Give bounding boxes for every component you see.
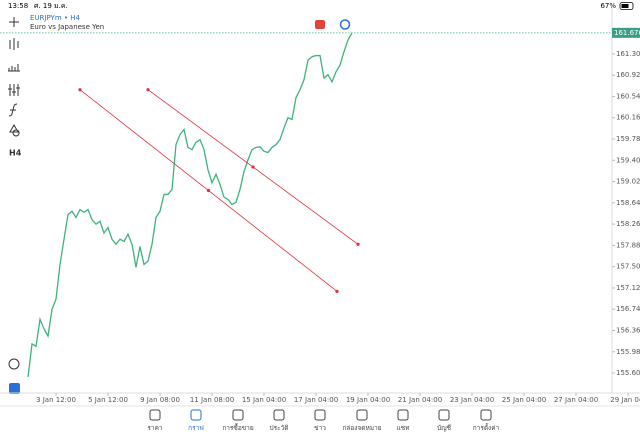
x-tick-label: 27 Jan 04:00 [554, 396, 598, 404]
status-time: 13:58 [8, 2, 28, 10]
symbol-description: Euro vs Japanese Yen [30, 23, 104, 31]
tab-icon[interactable] [149, 409, 161, 421]
price-line [27, 32, 353, 378]
tab-bar: ราคา กราฟ การซื้อขาย ประวัติ ข่าว กล่องจดหมาย… [147, 409, 500, 432]
timeframe[interactable]: H4 [9, 149, 22, 158]
tab-label[interactable]: กราฟ [188, 424, 204, 432]
y-tick-label: 160.540 [616, 92, 640, 100]
x-tick-label: 17 Jan 04:00 [294, 396, 338, 404]
y-tick-label: 159.400 [616, 156, 640, 164]
x-tick-label: 25 Jan 04:00 [502, 396, 546, 404]
y-tick-label: 159.780 [616, 135, 640, 143]
x-tick-label: 11 Jan 08:00 [190, 396, 234, 404]
status-battery: 67% [600, 2, 616, 10]
symbol-name[interactable]: EURJPYm • H4 [30, 14, 80, 22]
sell-button[interactable] [315, 20, 325, 29]
trendline-anchor[interactable] [78, 88, 82, 92]
trendline-handle[interactable] [206, 188, 211, 193]
y-tick-label: 155.600 [616, 369, 640, 377]
tab-label[interactable]: ประวัติ [270, 424, 289, 432]
tab-icon[interactable] [232, 409, 244, 421]
y-tick-label: 159.020 [616, 178, 640, 186]
tab-label[interactable]: กล่องจดหมาย [342, 424, 381, 432]
y-tick-label: 158.260 [616, 220, 640, 228]
x-tick-label: 3 Jan 12:00 [36, 396, 76, 404]
trendline-anchor[interactable] [146, 88, 150, 92]
zoom-tool[interactable] [8, 358, 20, 370]
chart-type-tool[interactable] [9, 38, 19, 50]
current-price-label: 161.676 [614, 29, 640, 37]
y-tick-label: 156.360 [616, 327, 640, 335]
status-date: ศ. 19 ม.ค. [34, 2, 68, 10]
y-tick-label: 158.640 [616, 199, 640, 207]
function-tool[interactable] [8, 103, 18, 117]
battery-icon [619, 2, 634, 10]
tab-label[interactable]: การซื้อขาย [222, 423, 253, 432]
left-toolbar [8, 17, 20, 370]
tab-label[interactable]: ข่าว [314, 424, 326, 432]
tab-label[interactable]: บัญชี [437, 424, 452, 432]
tab-icon[interactable] [480, 409, 492, 421]
buy-button[interactable] [339, 19, 351, 30]
y-tick-label: 157.120 [616, 284, 640, 292]
current-price-box [612, 27, 640, 38]
x-tick-label: 9 Jan 08:00 [140, 396, 180, 404]
plot: 161.300 160.920 160.540 160.160 159.780 159.4… [0, 27, 640, 404]
x-tick-label: 15 Jan 04:00 [242, 396, 286, 404]
battery-level [621, 4, 629, 8]
y-tick-label: 157.880 [616, 241, 640, 249]
tab-icon[interactable] [438, 409, 450, 421]
tab-label[interactable]: ราคา [147, 424, 162, 432]
x-tick-label: 21 Jan 04:00 [398, 396, 442, 404]
app-icon[interactable] [9, 383, 20, 394]
trendline-handle[interactable] [251, 165, 255, 169]
x-tick-label: 19 Jan 04:00 [346, 396, 390, 404]
x-tick-label: 23 Jan 04:00 [450, 396, 494, 404]
y-tick-label: 155.980 [616, 348, 640, 356]
y-tick-label: 157.500 [616, 263, 640, 271]
y-tick-label: 160.920 [616, 71, 640, 79]
tab-label[interactable]: แชท [397, 424, 410, 432]
crosshair-tool[interactable] [9, 17, 19, 27]
tab-icon[interactable] [314, 409, 326, 421]
tab-icon[interactable] [190, 409, 202, 421]
y-tick-label: 161.300 [616, 50, 640, 58]
tab-icon[interactable] [273, 409, 285, 421]
trendline-anchor[interactable] [356, 242, 360, 246]
y-tick-label: 160.160 [616, 114, 640, 122]
indicators-tool[interactable] [8, 64, 20, 72]
tab-icon[interactable] [397, 409, 409, 421]
y-tick-label: 156.740 [616, 305, 640, 313]
x-tick-label: 29 Jan 04: [610, 396, 640, 404]
trendline-anchor[interactable] [335, 289, 339, 293]
x-tick-label: 5 Jan 12:00 [88, 396, 128, 404]
objects-tool[interactable] [8, 84, 20, 96]
shapes-tool[interactable] [9, 123, 20, 137]
tab-label[interactable]: การตั้งค่า [473, 423, 500, 432]
tab-icon[interactable] [356, 409, 368, 421]
